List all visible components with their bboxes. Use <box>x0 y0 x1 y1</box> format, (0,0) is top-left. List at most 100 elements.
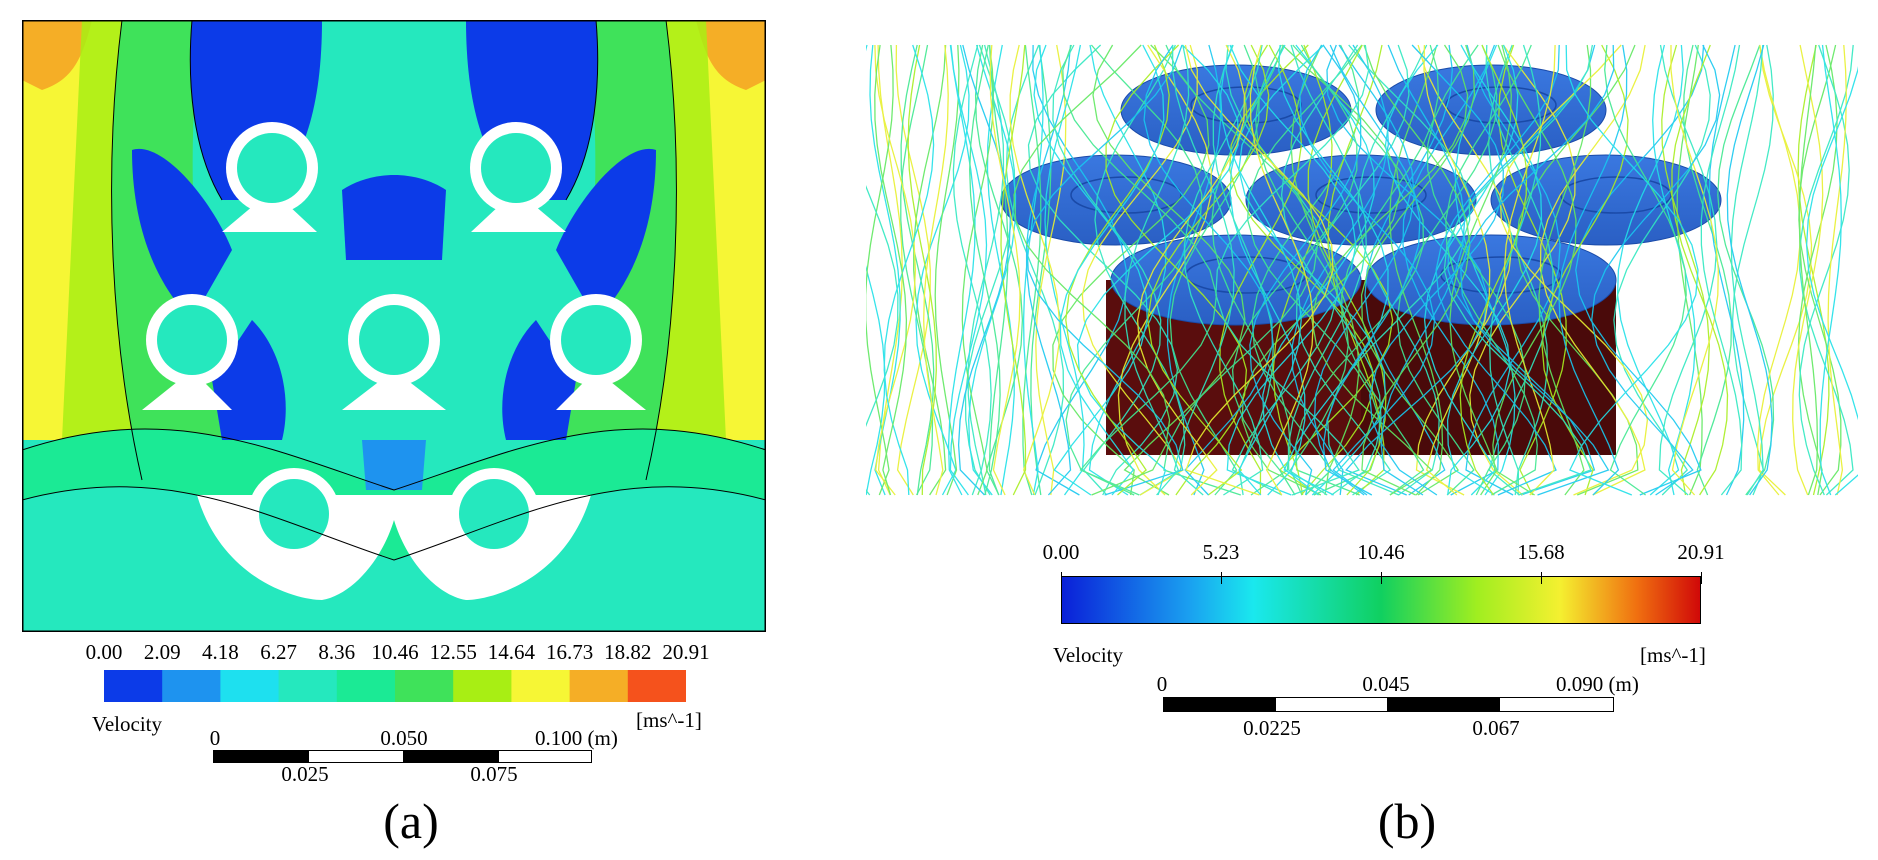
scale-b-bottom-label-0: 0.0225 <box>1243 716 1301 740</box>
streamline <box>1797 44 1830 496</box>
scale-b-top-label-1: 0.045 <box>1362 672 1410 696</box>
streamline <box>1539 44 1646 496</box>
streamline <box>969 44 1001 496</box>
streamline <box>1798 44 1850 496</box>
streamline <box>1805 65 1858 496</box>
legend-a-swatch <box>104 670 163 702</box>
legend-a-swatch <box>569 670 629 702</box>
streamline <box>1219 44 1303 496</box>
streamline <box>1459 44 1528 496</box>
streamline <box>986 44 1015 496</box>
scale-a-top-label-1: 0.050 <box>380 726 428 750</box>
streamline <box>1169 44 1260 496</box>
streamline <box>1052 44 1210 496</box>
scale-b-top-label-0: 0 <box>1156 672 1168 696</box>
legend-a-tick-label: 18.82 <box>604 640 652 664</box>
streamline <box>1380 44 1466 496</box>
streamline <box>1092 44 1246 496</box>
streamline <box>900 44 934 496</box>
streamline <box>1819 44 1842 496</box>
streamline <box>915 44 970 496</box>
streamline <box>1700 44 1743 496</box>
streamline <box>1415 44 1513 496</box>
scale-b-top-label-2: 0.090 (m) <box>1556 672 1639 696</box>
streamline <box>1013 44 1171 496</box>
streamline <box>1708 44 1745 496</box>
streamline <box>1485 44 1554 496</box>
legend-a-variable-label: Velocity <box>92 712 162 736</box>
streamline <box>1147 44 1270 496</box>
legend-a-unit-label: [ms^-1] <box>636 708 702 732</box>
streamline <box>1676 44 1703 496</box>
streamline <box>1171 44 1235 496</box>
streamline <box>1361 44 1471 496</box>
streamline <box>968 44 1017 496</box>
streamline <box>869 44 901 496</box>
streamline <box>989 44 1021 496</box>
streamline <box>1035 44 1067 496</box>
streamline <box>1446 44 1543 496</box>
legend-a-tick-label: 0.00 <box>85 640 123 664</box>
velocity-contour-plot <box>22 20 766 632</box>
legend-a-tick-label: 4.18 <box>202 640 239 664</box>
legend-b-color-bar <box>1061 576 1701 624</box>
legend-a-tick-label: 20.91 <box>662 640 710 664</box>
legend-b-variable-label: Velocity <box>1053 643 1123 667</box>
legend-a-tick-label: 6.27 <box>260 640 297 664</box>
legend-a-swatch <box>162 670 221 702</box>
streamline <box>913 44 947 496</box>
streamline <box>883 44 935 496</box>
streamline <box>923 44 949 496</box>
streamline <box>1000 44 1027 496</box>
streamline <box>1215 44 1370 496</box>
legend-a-tick-label: 14.64 <box>487 640 536 664</box>
scale-a-top-label-2: 0.100 (m) <box>535 726 618 750</box>
streamline <box>1613 44 1711 496</box>
streamline <box>949 44 988 496</box>
legend-a-swatch <box>511 670 571 702</box>
streamline <box>1798 44 1819 496</box>
streamline <box>1558 44 1628 496</box>
streamline <box>1465 44 1561 496</box>
legend-b-tick-label: 0.00 <box>1042 540 1080 564</box>
streamline <box>1423 44 1491 496</box>
streamline <box>1326 44 1488 496</box>
streamline <box>1670 45 1719 496</box>
streamline <box>1683 44 1733 496</box>
streamline <box>947 44 976 496</box>
streamline <box>895 44 931 496</box>
streamline <box>1460 44 1615 496</box>
streamline <box>1402 44 1500 496</box>
streamline <box>957 44 1011 496</box>
scale-a-bottom-label-0: 0.025 <box>281 762 329 786</box>
caption-b: (b) <box>1377 793 1437 849</box>
streamline <box>1443 44 1594 496</box>
caption-a: (a) <box>383 793 439 849</box>
streamline <box>1565 44 1699 496</box>
streamline <box>1360 44 1476 496</box>
streamline <box>1059 44 1165 496</box>
streamline <box>1184 44 1334 496</box>
streamline <box>1307 44 1387 496</box>
streamline <box>1032 44 1127 496</box>
streamline <box>1799 44 1854 496</box>
streamline <box>1671 44 1729 496</box>
scale-a-top-label-0: 0 <box>209 726 221 750</box>
streamline <box>1081 44 1198 496</box>
streamline <box>1272 44 1333 496</box>
legend-a-tick-label: 8.36 <box>318 640 356 664</box>
streamline <box>1025 44 1072 496</box>
streamline <box>1364 44 1453 496</box>
streamline <box>1163 44 1319 496</box>
legend-b-tick-label: 20.91 <box>1677 540 1725 564</box>
streamline <box>1255 44 1349 496</box>
streamline <box>1489 44 1542 496</box>
streamline <box>1052 44 1162 496</box>
streamline <box>1469 44 1576 496</box>
streamline <box>1249 44 1362 496</box>
legend-a-swatch <box>453 670 512 702</box>
legend-a-swatch <box>278 670 338 702</box>
streamline <box>1251 44 1360 496</box>
streamline <box>1124 44 1190 496</box>
legend-b-tick-label: 5.23 <box>1202 540 1240 564</box>
